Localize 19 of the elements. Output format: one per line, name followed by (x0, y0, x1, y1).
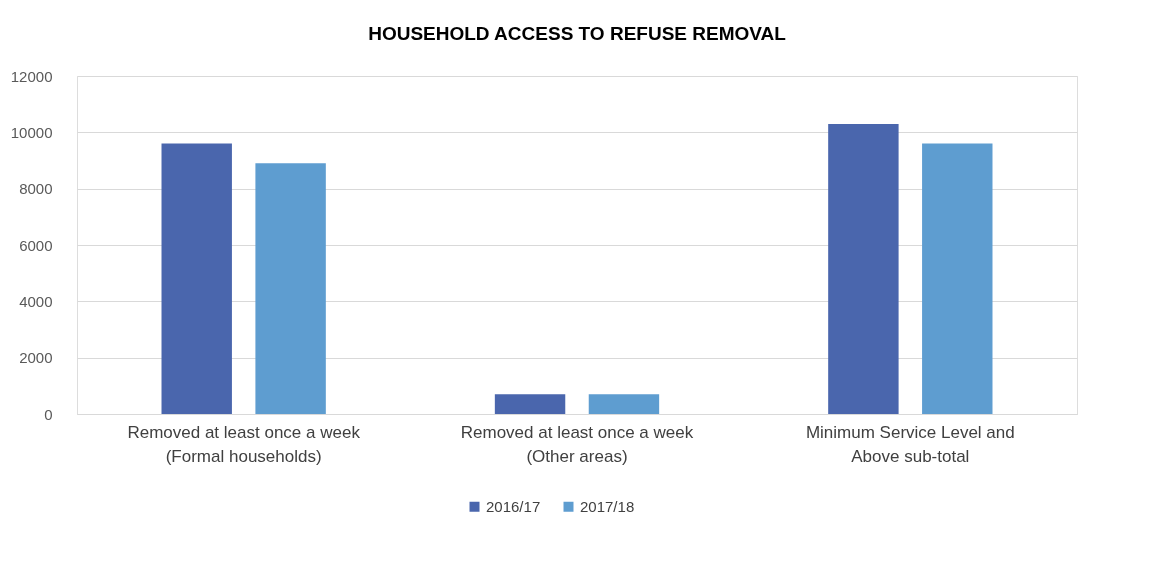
y-tick-label: 2000 (19, 349, 53, 367)
bar (161, 143, 232, 414)
bar (828, 123, 899, 414)
x-tick-label: Removed at least once a week (Other areas) (460, 422, 694, 466)
y-tick-label: 4000 (19, 292, 53, 310)
chart-title: HOUSEHOLD ACCESS TO REFUSE REMOVAL (368, 23, 787, 44)
legend-label: 2016/17 (486, 497, 541, 515)
x-tick-label: Minimum Service Level and Above sub-total (805, 422, 1015, 466)
bar (494, 394, 566, 414)
y-tick-label: 12000 (10, 67, 53, 85)
x-tick-label: Removed at least once a week (Formal households) (127, 422, 361, 466)
legend-label: 2017/18 (580, 497, 635, 515)
bar (255, 163, 326, 414)
bar (588, 394, 660, 414)
y-tick-label: 6000 (19, 236, 53, 254)
y-tick-label: 8000 (19, 180, 53, 198)
bar (922, 143, 993, 414)
y-tick-label: 0 (44, 405, 53, 423)
y-tick-label: 10000 (10, 123, 53, 141)
